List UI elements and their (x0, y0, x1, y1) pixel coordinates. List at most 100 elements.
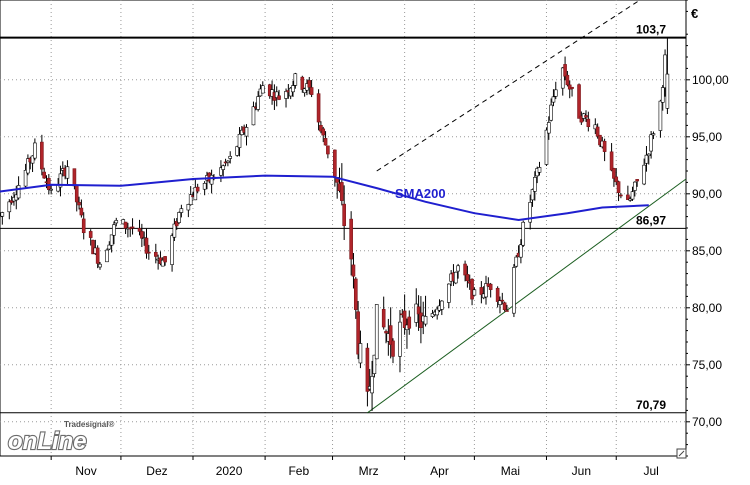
candle-down (495, 287, 500, 302)
candle-up (105, 249, 109, 263)
candle-up (484, 283, 488, 298)
candle-down (147, 251, 151, 254)
candle-down (130, 226, 135, 229)
candle-down (465, 274, 470, 282)
candle-down (416, 306, 421, 315)
candle-down (140, 231, 144, 239)
candle-up (293, 73, 298, 86)
candle-down (163, 256, 167, 263)
candle-up (646, 153, 651, 157)
candle-down (74, 184, 79, 203)
candle-up (170, 235, 174, 265)
candle-down (595, 126, 600, 137)
candle-up (553, 89, 558, 97)
candle-up (284, 91, 288, 99)
candle-down (381, 308, 386, 328)
candle-down (626, 194, 630, 200)
candle-up (447, 283, 451, 303)
y-tick-label: 80,00 (692, 301, 722, 315)
candle-down (81, 218, 86, 234)
candle-up (260, 85, 265, 94)
candle-up (256, 96, 260, 110)
candle-up (219, 167, 223, 176)
candle-up (374, 304, 379, 360)
level-label: 86,97 (636, 213, 666, 227)
candle-down (586, 118, 591, 128)
candle-up (658, 100, 663, 131)
x-tick-label: Jun (572, 464, 591, 478)
candle-up (107, 244, 112, 250)
candle-up (549, 104, 553, 121)
candle-up (112, 224, 116, 236)
candle-down (195, 186, 200, 192)
x-tick-label: 2020 (216, 464, 243, 478)
candle-up (435, 308, 439, 316)
candle-down (488, 283, 493, 290)
y-tick-label: 70,00 (692, 415, 722, 429)
candle-up (498, 300, 502, 305)
y-tick-label: 85,00 (692, 244, 722, 258)
candle-down (91, 240, 95, 255)
candle-up (472, 289, 477, 296)
level-label: 103,7 (636, 23, 666, 37)
logo-main-text: onLine (8, 428, 87, 455)
resize-corner-icon[interactable] (676, 448, 687, 459)
candle-up (649, 134, 653, 152)
candle-down (365, 347, 370, 392)
x-tick-label: Jul (643, 464, 658, 478)
candle-down (321, 128, 326, 136)
candle-up (228, 155, 233, 159)
candle-down (88, 231, 93, 238)
candle-up (644, 154, 649, 164)
candle-up (660, 87, 665, 103)
candle-down (579, 115, 584, 123)
currency-label: € (691, 6, 698, 21)
candle-up (188, 194, 193, 205)
candle-down (619, 194, 623, 197)
candle-up (430, 313, 435, 317)
sma-layer (0, 174, 649, 222)
candle-down (570, 86, 574, 89)
candle-up (440, 300, 444, 310)
candle-down (384, 331, 388, 334)
axis-layer: 100,00 95,00 90,00 85,00 80,00 75,00 70,00 Nov D… (50, 0, 729, 478)
candle-up (423, 316, 428, 325)
candle-up (186, 204, 191, 211)
candle-down (612, 168, 616, 179)
candle-up (251, 106, 256, 126)
candle-down (463, 263, 467, 276)
x-tick-label: Dez (146, 464, 167, 478)
candle-up (560, 67, 565, 89)
y-tick-label: 90,00 (692, 187, 722, 201)
candle-down (300, 76, 305, 90)
candle-up (651, 133, 656, 136)
candle-up (302, 88, 307, 94)
candle-up (544, 129, 549, 165)
candle-down (9, 200, 14, 203)
candle-up (533, 177, 537, 192)
sma200-label: SMA200 (395, 186, 446, 201)
candle-down (40, 141, 44, 170)
level-label: 70,79 (636, 398, 666, 412)
candle-down (72, 168, 77, 187)
candle-up (237, 133, 242, 148)
candle-down (144, 237, 149, 254)
candle-down (584, 115, 588, 118)
candle-up (16, 185, 21, 199)
candle-down (77, 201, 81, 206)
candle-up (49, 188, 53, 191)
candle-up (30, 155, 35, 164)
candles (0, 37, 670, 411)
x-tick-label: Nov (75, 464, 96, 478)
candle-up (177, 212, 181, 223)
dashed-trendline (376, 0, 641, 172)
candle-up (398, 321, 402, 357)
candle-up (26, 158, 30, 174)
logo-small-text: Tradesignal® (64, 420, 114, 429)
candle-up (665, 73, 670, 109)
x-tick-label: Feb (288, 464, 309, 478)
candle-down (79, 207, 84, 216)
candle-up (193, 187, 198, 201)
candle-down (351, 264, 356, 277)
